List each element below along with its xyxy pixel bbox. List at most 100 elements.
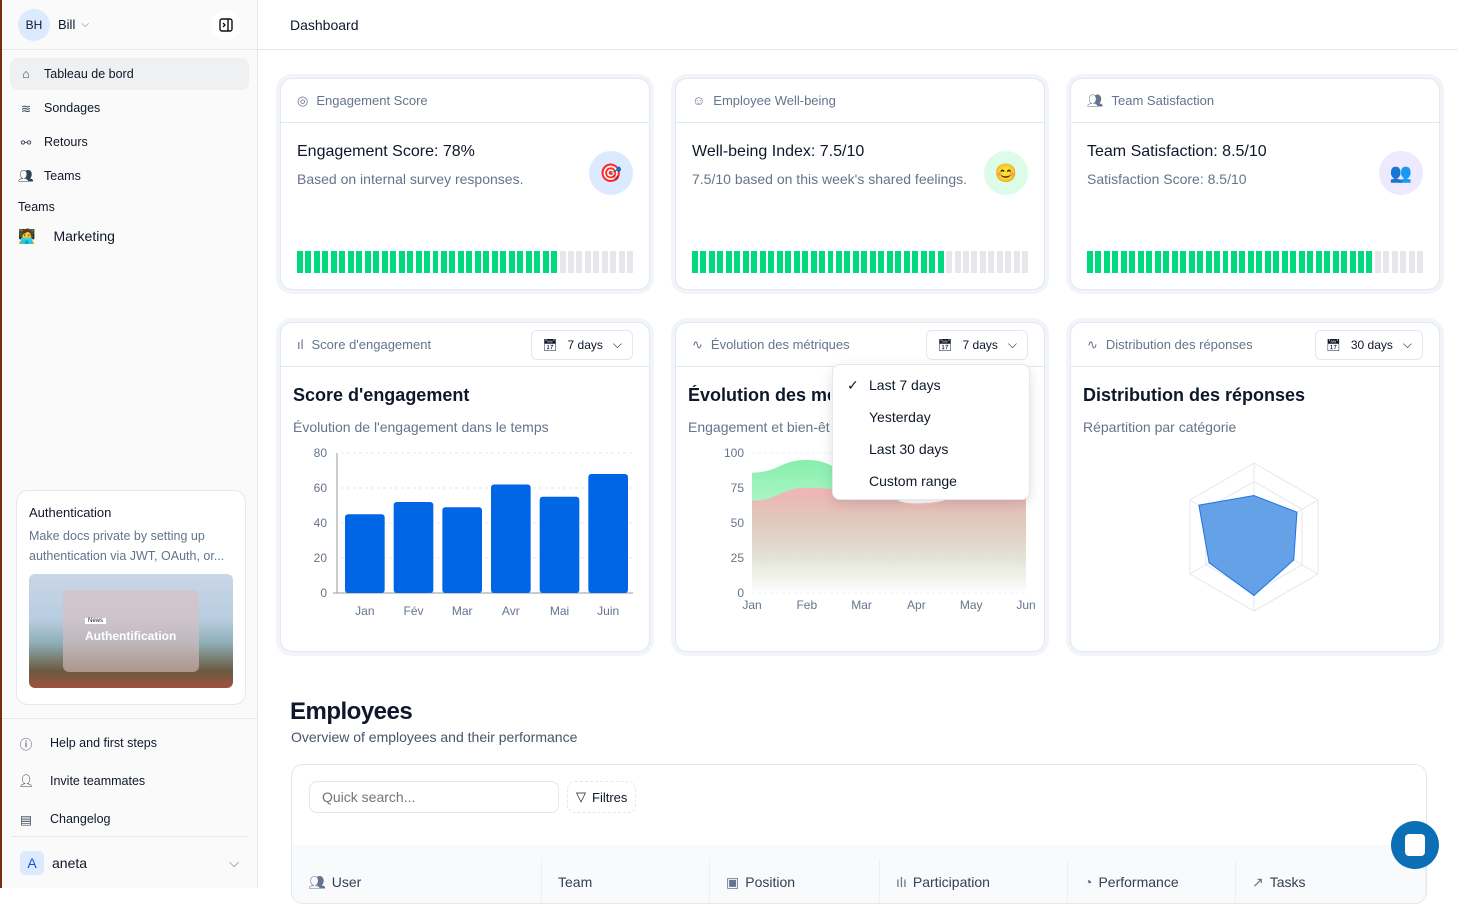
progress-segment — [525, 251, 532, 273]
user-switcher[interactable]: BH Bill ⌵ — [2, 0, 257, 50]
chart-title: Évolution des métriques — [688, 385, 830, 405]
changelog-link[interactable]: ▤ Changelog — [10, 801, 249, 837]
progress-segment — [1188, 251, 1195, 273]
progress-segment — [398, 251, 405, 273]
column-label: Tasks — [1269, 874, 1306, 890]
progress-segment — [1383, 251, 1390, 273]
bar-chart-icon: ılı — [896, 874, 907, 890]
progress-segment — [819, 251, 825, 273]
x-tick-label: Feb — [796, 598, 817, 612]
kpi-title: Well-being Index: 7.5/10 — [692, 143, 865, 160]
y-tick-label: 80 — [314, 446, 328, 460]
activity-icon: ∿ — [692, 336, 703, 352]
progress-segment — [1022, 251, 1029, 273]
progress-segment — [415, 251, 422, 273]
help-link[interactable]: ⓘ Help and first steps — [10, 725, 249, 761]
target-icon: ◎ — [297, 92, 309, 108]
chart-subtitle: Répartition par catégorie — [1083, 419, 1237, 435]
filters-button[interactable]: ▽ Filtres — [567, 781, 637, 813]
filter-label: Filtres — [592, 789, 628, 805]
sidebar: BH Bill ⌵ ⌂ Tableau de bord ≋ Sondages ⚯ Re… — [0, 0, 258, 888]
column-header[interactable]: ↗ Tasks — [1236, 859, 1426, 903]
column-header[interactable]: ▣ Position — [710, 859, 880, 903]
card-header: Team Satisfaction — [1111, 93, 1215, 108]
x-tick-label: Mar — [452, 604, 473, 618]
search-input[interactable] — [309, 781, 559, 813]
column-label: Position — [745, 874, 796, 890]
check-icon: ✓ — [847, 376, 859, 393]
invite-link[interactable]: 👤︎ Invite teammates — [10, 763, 249, 799]
progress-segment — [1180, 251, 1187, 273]
progress-segment — [432, 251, 439, 273]
progress-segment — [1341, 251, 1348, 273]
team-item-marketing[interactable]: 🧑‍💻 Marketing — [10, 220, 249, 252]
kpi-emoji-icon: 👥 — [1379, 151, 1423, 195]
sidebar-item-dashboard[interactable]: ⌂ Tableau de bord — [10, 58, 249, 90]
range-select[interactable]: 📅︎ 7 days ⌵ — [531, 329, 633, 360]
team-label: Marketing — [53, 228, 115, 244]
progress-segment — [474, 251, 481, 273]
sidebar-item-feedback[interactable]: ⚯ Retours — [10, 126, 249, 158]
progress-segment — [861, 251, 868, 273]
progress-segment — [424, 251, 430, 273]
menu-item-last-30-days[interactable]: Last 30 days — [833, 433, 1029, 465]
progress-segment — [946, 251, 953, 273]
progress-segment — [1112, 251, 1119, 273]
y-tick-label: 0 — [320, 586, 327, 600]
briefcase-icon: ▣ — [726, 873, 740, 890]
bar — [491, 484, 531, 593]
column-label: Performance — [1098, 874, 1179, 890]
menu-label: Last 30 days — [869, 441, 949, 457]
progress-segment — [725, 251, 732, 273]
chat-launcher-button[interactable] — [1391, 821, 1439, 869]
range-value: 7 days — [567, 337, 603, 352]
range-value: 7 days — [962, 337, 998, 352]
range-select[interactable]: 📅︎ 7 days ⌵ — [926, 329, 1028, 360]
sidebar-item-teams[interactable]: 👥︎ Teams — [10, 160, 249, 192]
kpi-emoji-icon: 🎯 — [589, 151, 633, 195]
progress-segment — [1013, 251, 1020, 273]
column-header[interactable]: Team — [542, 859, 710, 903]
column-header[interactable]: 👥︎ User — [292, 859, 542, 903]
progress-bar — [1087, 251, 1424, 273]
distribution-chart-card: ∿ Distribution des réponses 📅︎ 30 days ⌵ Di… — [1070, 322, 1440, 652]
user-name: Bill — [58, 17, 76, 32]
menu-item-last-7-days[interactable]: ✓ Last 7 days — [833, 369, 1029, 401]
menu-item-custom-range[interactable]: Custom range — [833, 465, 1029, 497]
progress-segment — [1222, 251, 1229, 273]
promo-title: Authentication — [29, 505, 112, 520]
sidebar-item-surveys[interactable]: ≋ Sondages — [10, 92, 249, 124]
plug-icon: ⚯ — [20, 135, 32, 150]
progress-segment — [313, 251, 320, 273]
progress-segment — [1163, 251, 1170, 273]
progress-segment — [1095, 251, 1102, 273]
progress-segment — [1290, 251, 1297, 273]
progress-segment — [886, 251, 893, 273]
progress-segment — [1005, 251, 1012, 273]
progress-segment — [869, 251, 876, 273]
trending-up-icon: ↗ — [1252, 873, 1264, 890]
column-label: Team — [558, 874, 593, 890]
progress-segment — [576, 251, 583, 273]
progress-segment — [1239, 251, 1246, 273]
account-switcher[interactable]: A aneta ⌵ — [12, 836, 247, 888]
progress-segment — [466, 251, 473, 273]
column-header[interactable]: ◔ Performance — [1068, 859, 1236, 903]
range-select[interactable]: 📅︎ 30 days ⌵ — [1314, 329, 1423, 360]
kpi-subtitle: 7.5/10 based on this week's shared feeli… — [692, 171, 968, 187]
chevron-down-icon: ⌵ — [1402, 337, 1412, 351]
sidebar-toggle-icon[interactable] — [211, 9, 241, 40]
smile-icon: ☺ — [692, 93, 706, 108]
progress-segment — [708, 251, 715, 273]
progress-segment — [568, 251, 574, 273]
menu-label: Custom range — [869, 473, 957, 489]
promo-card[interactable]: Authentication Make docs private by sett… — [16, 490, 246, 705]
bar — [345, 514, 385, 593]
chat-icon — [1405, 834, 1425, 856]
progress-segment — [1273, 251, 1280, 273]
progress-segment — [1417, 251, 1424, 273]
progress-segment — [1205, 251, 1212, 273]
column-header[interactable]: ılı Participation — [880, 859, 1068, 903]
menu-item-yesterday[interactable]: Yesterday — [833, 401, 1029, 433]
progress-segment — [1324, 251, 1331, 273]
